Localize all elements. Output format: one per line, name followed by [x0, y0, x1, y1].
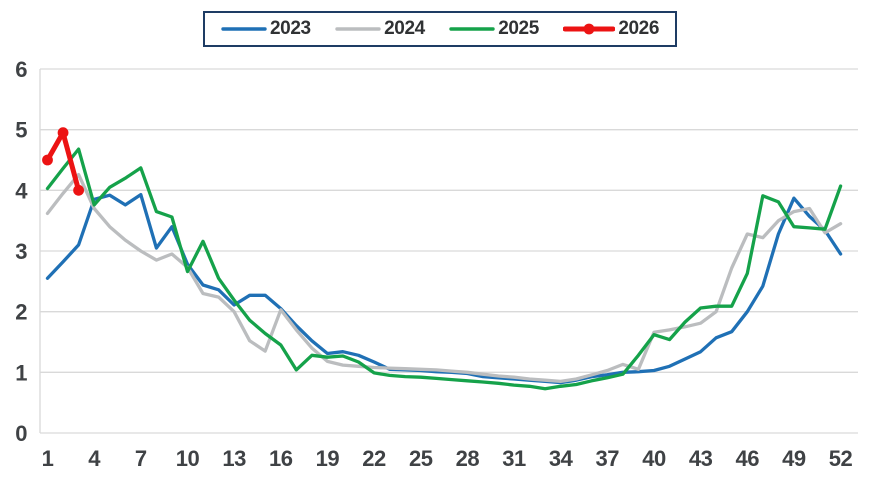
legend-line-swatch-icon: [449, 22, 495, 36]
legend-item-2025: 2025: [449, 18, 539, 40]
series-line-2024: [45, 172, 843, 384]
y-tick-label: 5: [15, 118, 27, 143]
series-marker-2026: [73, 184, 84, 196]
y-tick-label: 0: [15, 421, 27, 446]
chart-legend: 2023 2024 2025 2026: [203, 11, 677, 47]
legend-label: 2026: [618, 18, 659, 39]
x-tick-label: 22: [362, 446, 386, 471]
series-line-2023: [45, 192, 843, 385]
x-tick-label: 10: [176, 446, 200, 471]
x-tick-label: 43: [689, 446, 713, 471]
series-marker-2026: [57, 127, 69, 139]
legend-item-2026: 2026: [562, 18, 659, 40]
x-tick-label: 40: [642, 446, 666, 471]
x-tick-label: 49: [782, 446, 806, 471]
x-tick-label: 31: [502, 446, 526, 471]
x-tick-label: 28: [456, 446, 480, 471]
legend-label: 2024: [384, 18, 425, 39]
legend-label: 2023: [270, 18, 311, 39]
y-tick-label: 4: [15, 178, 28, 203]
legend-label: 2025: [498, 18, 539, 39]
legend-line-swatch-icon: [335, 22, 381, 36]
x-tick-label: 16: [269, 446, 293, 471]
legend-item-2023: 2023: [221, 18, 311, 40]
y-tick-label: 1: [15, 360, 27, 385]
x-tick-label: 1: [42, 446, 54, 471]
x-tick-label: 13: [222, 446, 246, 471]
y-tick-label: 3: [15, 239, 27, 264]
series-line-2025: [45, 147, 843, 391]
x-tick-label: 4: [88, 446, 101, 471]
legend-line-swatch-icon: [221, 22, 267, 36]
y-tick-label: 6: [15, 57, 27, 82]
x-tick-label: 25: [409, 446, 433, 471]
y-tick-label: 2: [15, 300, 27, 325]
x-tick-label: 19: [316, 446, 340, 471]
x-tick-label: 34: [549, 446, 574, 471]
legend-item-2024: 2024: [335, 18, 425, 40]
series-marker-2026: [42, 154, 53, 166]
x-tick-label: 52: [829, 446, 853, 471]
x-tick-label: 37: [596, 446, 620, 471]
x-tick-label: 46: [736, 446, 760, 471]
x-tick-label: 7: [135, 446, 147, 471]
legend-line-marker-swatch-icon: [562, 22, 616, 36]
